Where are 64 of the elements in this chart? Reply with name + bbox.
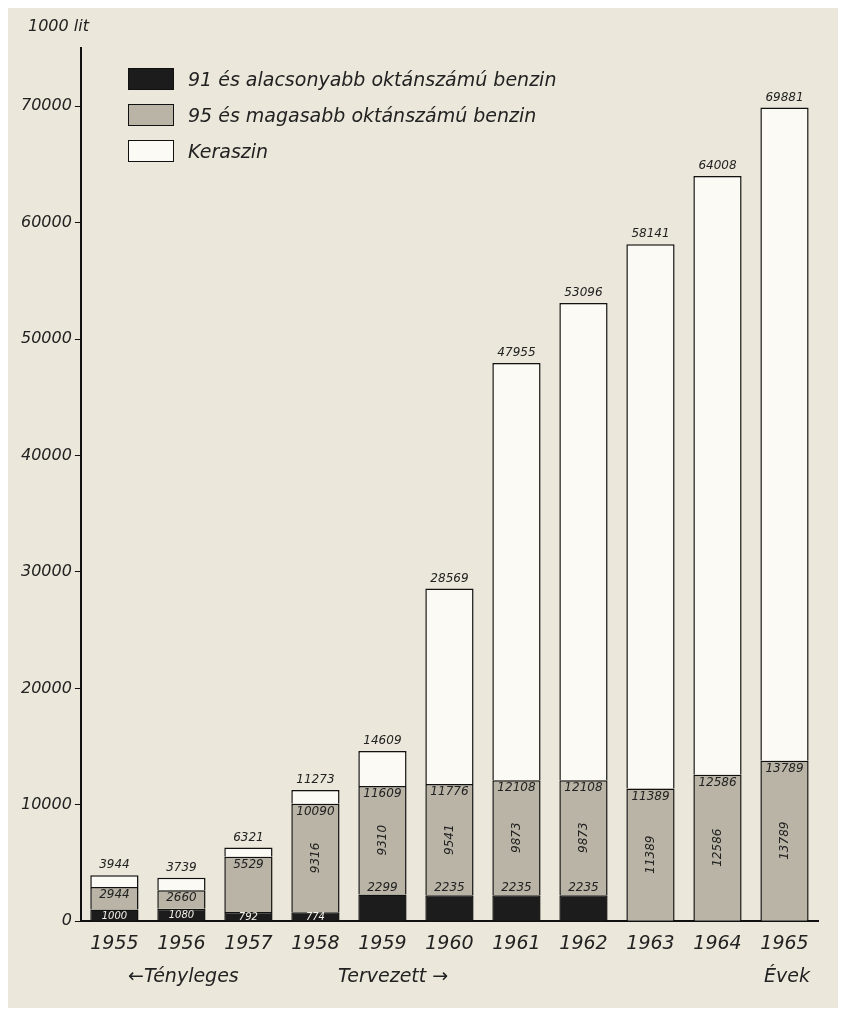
annotation: 5529 bbox=[233, 856, 264, 871]
total-label: 14609 bbox=[363, 733, 402, 748]
annotation: 13789 bbox=[765, 760, 804, 775]
x-tick-label: 1959 bbox=[358, 930, 407, 953]
annotation: 2944 bbox=[99, 887, 130, 902]
annotation: 12108 bbox=[497, 780, 536, 795]
legend-label: 95 és magasabb oktánszámú benzin bbox=[188, 104, 537, 126]
data-label: 11389 bbox=[642, 835, 657, 874]
x-tick-label: 1957 bbox=[224, 930, 273, 953]
data-label: 13789 bbox=[776, 821, 791, 860]
legend-label: Keraszin bbox=[188, 140, 269, 162]
y-tick-label: 0 bbox=[61, 910, 72, 930]
x-tick-label: 1962 bbox=[559, 930, 608, 953]
total-label: 53096 bbox=[564, 285, 603, 300]
data-label: 9541 bbox=[441, 824, 456, 855]
data-label: 9873 bbox=[508, 822, 523, 853]
y-tick-label: 30000 bbox=[20, 561, 72, 581]
total-label: 47955 bbox=[497, 345, 536, 359]
total-label: 69881 bbox=[765, 89, 804, 104]
data-label: 12586 bbox=[709, 828, 724, 867]
y-axis-title: 1000 lit bbox=[28, 16, 89, 35]
x-tick-label: 1961 bbox=[492, 930, 541, 953]
x-tick-label: 1964 bbox=[693, 930, 742, 953]
data-label: 1000 bbox=[101, 909, 128, 921]
y-tick-label: 10000 bbox=[20, 793, 72, 813]
total-label: 3739 bbox=[166, 859, 197, 874]
x-tick-label: 1956 bbox=[157, 930, 206, 953]
data-label: 9873 bbox=[575, 822, 590, 853]
total-label: 11273 bbox=[296, 772, 335, 787]
annotation: 12586 bbox=[698, 774, 737, 789]
annotation: 11609 bbox=[363, 786, 402, 801]
x-tick-label: 1960 bbox=[425, 930, 474, 953]
x-tick-label: 1955 bbox=[90, 930, 139, 953]
data-label: 1080 bbox=[168, 909, 195, 921]
x-tick-label: 1958 bbox=[291, 930, 340, 953]
y-tick-label: 70000 bbox=[20, 95, 72, 115]
annotation: 11776 bbox=[430, 784, 469, 799]
x-axis-title: Évek bbox=[764, 964, 810, 986]
text: ←Tényleges bbox=[128, 964, 239, 986]
data-label: 774 bbox=[305, 911, 325, 923]
data-label: 2235 bbox=[434, 880, 465, 895]
total-label: 64008 bbox=[698, 158, 737, 173]
text: Tervezett → bbox=[338, 964, 449, 986]
y-tick-label: 60000 bbox=[20, 211, 72, 231]
x-tick-label: 1965 bbox=[760, 930, 809, 953]
total-label: 3944 bbox=[99, 857, 130, 872]
data-label: 792 bbox=[238, 910, 258, 922]
annotation: 12108 bbox=[564, 780, 603, 795]
x-tick-label: 1963 bbox=[626, 930, 675, 953]
legend-label: 91 és alacsonyabb oktánszámú benzin bbox=[188, 68, 557, 90]
total-label: 6321 bbox=[233, 829, 264, 844]
y-tick-label: 50000 bbox=[20, 328, 72, 348]
total-label: 58141 bbox=[631, 226, 670, 241]
annotation: 10090 bbox=[296, 803, 335, 818]
data-label: 9316 bbox=[307, 842, 322, 874]
total-label: 28569 bbox=[430, 570, 469, 585]
y-tick-label: 40000 bbox=[20, 444, 72, 464]
data-label: 2235 bbox=[568, 880, 599, 895]
data-label: 2299 bbox=[367, 879, 398, 894]
annotation: 2660 bbox=[166, 890, 198, 905]
data-label: 2235 bbox=[501, 880, 532, 895]
y-tick-label: 20000 bbox=[20, 677, 72, 697]
data-label: 9310 bbox=[374, 824, 389, 856]
annotation: 11389 bbox=[631, 788, 670, 803]
